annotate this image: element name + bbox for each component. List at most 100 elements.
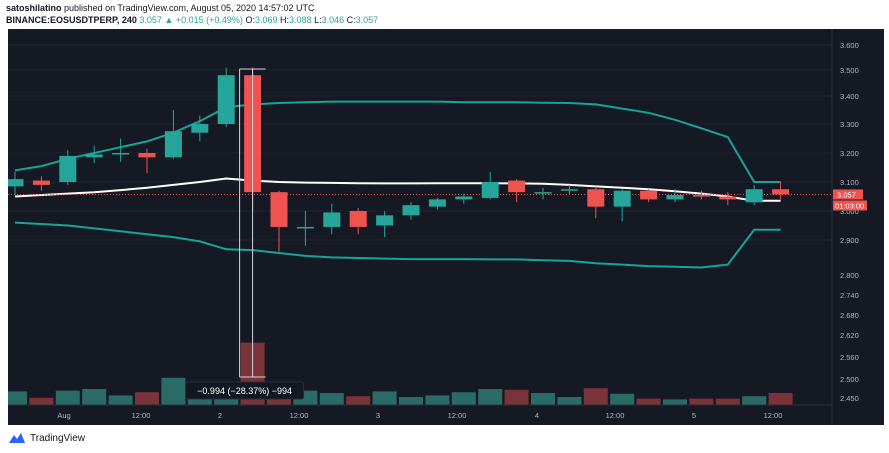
price-chart[interactable]: −0.994 (−28.37%) −994 3.600 3.500 3.400 3.3… (8, 29, 884, 425)
candle-body (481, 182, 499, 198)
close-value: 3.057 (355, 15, 379, 25)
bollinger-upper-line (14, 100, 781, 183)
candle-body (560, 189, 578, 191)
time-tick-label: 3 (376, 411, 380, 420)
time-tick-label: 12:00 (132, 411, 151, 420)
time-tick-label: 2 (218, 411, 222, 420)
candle-body (270, 192, 288, 227)
price-tick-label: 3.600 (840, 41, 859, 50)
volume-bar (319, 393, 344, 405)
candle-body (428, 199, 446, 207)
price-tick-label: 2.500 (840, 375, 859, 384)
bollinger-lower-line (14, 221, 781, 269)
time-tick-label: 12:00 (290, 411, 309, 420)
volume-bar (742, 396, 767, 405)
candle-body (508, 180, 526, 193)
candle-body (59, 155, 77, 182)
price-tick-label: 2.450 (840, 394, 859, 403)
candle-body (613, 190, 631, 207)
candle-body (8, 179, 24, 187)
volume-bar (8, 391, 27, 405)
volume-bars (8, 342, 793, 405)
time-tick-label: 5 (692, 411, 696, 420)
candle-body (191, 124, 209, 133)
candle-body (719, 196, 737, 200)
candle-body (640, 190, 658, 200)
price-tick-label: 2.560 (840, 353, 859, 362)
bollinger-bands (14, 100, 781, 269)
price-tick-label: 3.300 (840, 120, 859, 129)
candle-body (455, 196, 473, 200)
candle-body (349, 211, 367, 227)
volume-bar (715, 398, 740, 405)
volume-bar (689, 398, 714, 405)
candle-body (692, 195, 710, 197)
candle-body (323, 212, 341, 227)
candle-body (32, 180, 50, 185)
candle-body (138, 153, 156, 158)
symbol-line: BINANCE:EOSUSDTPERP, 240 3.057 ▲ +0.015 … (6, 14, 886, 26)
volume-bar (768, 393, 793, 405)
countdown-tag (833, 200, 867, 211)
volume-bar (346, 396, 371, 405)
last-price: 3.057 (139, 15, 162, 25)
volume-bar (425, 395, 450, 405)
candle-body (296, 226, 314, 229)
volume-bar (583, 388, 608, 405)
price-tick-label: 2.800 (840, 271, 859, 280)
bollinger-basis-line (14, 177, 781, 202)
measure-tool: −0.994 (−28.37%) −994 (185, 68, 305, 400)
last-price-tag-label: 3.057 (837, 190, 856, 199)
volume-bar (531, 393, 555, 405)
gridlines (8, 44, 832, 241)
volume-bar (399, 397, 423, 405)
price-tick-label: 3.500 (840, 66, 859, 75)
candle-body (376, 215, 394, 226)
up-arrow-icon: ▲ (164, 15, 174, 25)
high-value: 3.088 (289, 15, 312, 25)
price-tick-label: 2.740 (840, 291, 859, 300)
chart-canvas[interactable]: −0.994 (−28.37%) −994 3.600 3.500 3.400 3.3… (8, 29, 884, 425)
author-name[interactable]: satoshilatino (6, 3, 62, 13)
volume-bar (610, 393, 635, 405)
measure-label-box (185, 381, 305, 400)
price-tick-label: 3.200 (840, 149, 859, 158)
volume-bar (504, 389, 529, 405)
volume-bar (663, 399, 687, 405)
time-tick-label: 4 (535, 411, 539, 420)
low-label: L: (314, 15, 322, 25)
volume-bar (451, 392, 476, 405)
price-tick-label: 3.100 (840, 178, 859, 187)
time-tick-label: 12:00 (764, 411, 783, 420)
low-value: 3.046 (321, 15, 345, 25)
published-text: published on TradingView.com, August 05,… (64, 3, 315, 13)
price-tick-label: 2.900 (840, 236, 859, 245)
close-label: C: (346, 15, 356, 25)
time-tick-label: 12:00 (606, 411, 625, 420)
tradingview-logo-icon (9, 433, 25, 443)
footer-brand[interactable]: TradingView (30, 432, 86, 444)
candle-body (534, 192, 552, 194)
time-axis[interactable]: Aug 12:00 2 12:00 3 12:00 4 12:00 5 12:00 (8, 404, 832, 420)
candle-body (666, 195, 684, 200)
candle-body (164, 131, 182, 158)
price-axis[interactable]: 3.600 3.500 3.400 3.300 3.200 3.100 3.000 2.900… (831, 29, 867, 425)
publish-line: satoshilatino published on TradingView.c… (6, 2, 886, 14)
high-label: H: (280, 15, 290, 25)
time-tick-label: 12:00 (448, 411, 467, 420)
volume-bar (29, 397, 54, 405)
candle-body (112, 153, 130, 155)
price-tick-label: 2.620 (840, 331, 859, 340)
volume-bar (55, 390, 80, 405)
time-tick-label: Aug (57, 411, 70, 420)
chart-header: satoshilatino published on TradingView.c… (6, 2, 886, 28)
volume-bar (82, 389, 107, 405)
candle-body (217, 75, 235, 124)
candle-body (587, 189, 605, 207)
volume-bar (108, 395, 133, 405)
candle-body (772, 189, 790, 195)
candles (8, 67, 832, 252)
measure-label: −0.994 (−28.37%) −994 (197, 386, 292, 396)
countdown-label: 01:03:00 (835, 201, 864, 210)
volume-bar (372, 391, 397, 405)
